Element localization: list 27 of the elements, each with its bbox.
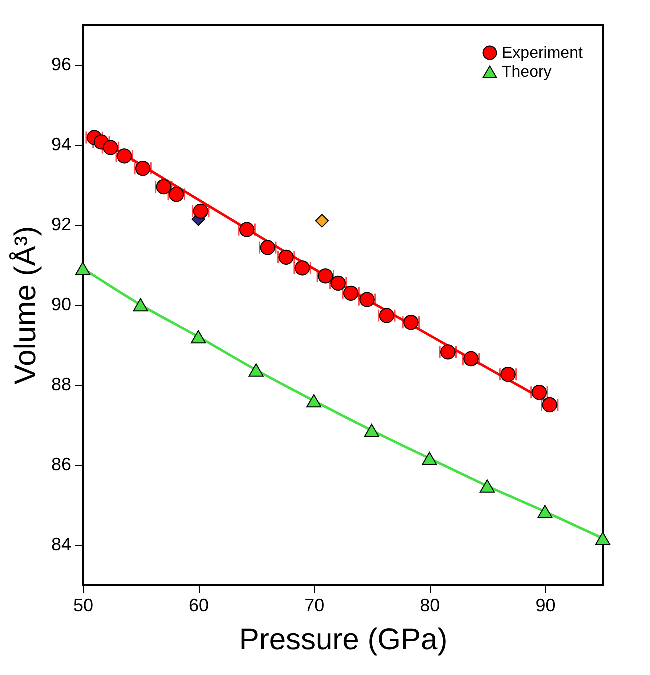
- y-tick-label: 94: [51, 134, 72, 154]
- point: [595, 532, 611, 546]
- y-tick-label: 86: [51, 454, 72, 474]
- point: [190, 330, 206, 344]
- point: [306, 394, 322, 408]
- x-tick-label: 70: [304, 596, 325, 616]
- y-tick-label: 90: [51, 294, 72, 314]
- point: [75, 262, 91, 276]
- x-tick-label: 90: [536, 596, 556, 616]
- point: [364, 424, 380, 438]
- legend-label: Theory: [502, 64, 552, 81]
- legend-label: Experiment: [502, 45, 584, 62]
- y-tick-label: 92: [51, 214, 72, 234]
- point: [133, 298, 148, 312]
- point: [422, 452, 438, 466]
- y-tick-label: 96: [51, 54, 72, 74]
- point: [538, 505, 553, 518]
- x-tick-label: 50: [73, 596, 94, 616]
- x-tick-label: 80: [420, 596, 440, 616]
- x-axis-title: Pressure (GPa): [239, 624, 448, 656]
- y-tick-label: 84: [51, 534, 72, 554]
- point: [480, 480, 496, 493]
- x-tick-label: 60: [189, 596, 210, 616]
- y-tick-label: 88: [51, 374, 72, 394]
- point: [248, 364, 264, 377]
- point: [315, 214, 330, 228]
- y-axis-title: Volume (Å³): [8, 226, 42, 385]
